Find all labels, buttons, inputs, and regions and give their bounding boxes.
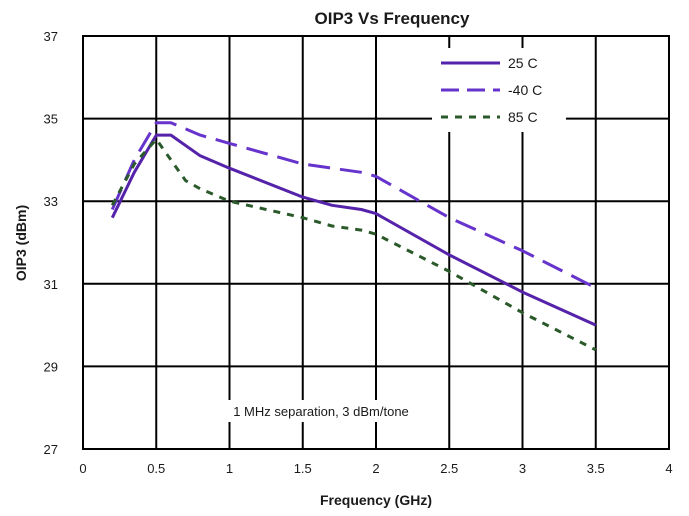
annotation-background	[196, 400, 446, 422]
y-tick-label: 31	[44, 277, 58, 292]
plot-frame	[82, 35, 670, 450]
legend-label: -40 C	[508, 82, 542, 98]
legend: 25 C -40 C 85 C	[432, 48, 566, 132]
series-line-1	[110, 121, 597, 290]
x-tick-label: 4	[665, 461, 672, 476]
x-axis-label: Frequency (GHz)	[320, 492, 432, 508]
legend-label: 85 C	[508, 109, 538, 125]
y-tick-label: 29	[44, 359, 58, 374]
chart-title: OIP3 Vs Frequency	[315, 9, 470, 28]
y-tick-label: 33	[44, 194, 58, 209]
x-tick-label: 1	[226, 461, 233, 476]
x-tick-label: 3.5	[587, 461, 605, 476]
x-tick-label: 3	[519, 461, 526, 476]
x-tick-label: 2	[372, 461, 379, 476]
x-tick-label: 0.5	[147, 461, 165, 476]
y-tick-label: 27	[44, 442, 58, 457]
tick-labels: 0 0.5 1 1.5 2 2.5 3 3.5 4 27 29 31 33 35 37	[44, 29, 673, 476]
chart-annotation: 1 MHz separation, 3 dBm/tone	[233, 404, 409, 419]
legend-label: 25 C	[508, 55, 538, 71]
series-lines	[110, 121, 597, 352]
y-tick-label: 37	[44, 29, 58, 44]
series-line-0	[110, 133, 597, 327]
series-line-2	[110, 137, 597, 352]
y-tick-label: 35	[44, 112, 58, 127]
x-tick-label: 0	[79, 461, 86, 476]
x-tick-label: 1.5	[294, 461, 312, 476]
x-tick-label: 2.5	[440, 461, 458, 476]
y-axis-label: OIP3 (dBm)	[13, 205, 29, 281]
